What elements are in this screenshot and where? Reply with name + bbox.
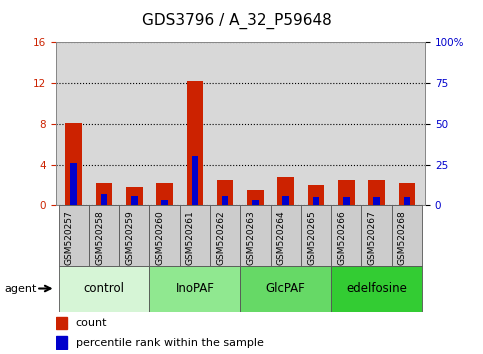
Bar [96, 183, 113, 205]
Bar [217, 180, 233, 205]
Bar [331, 266, 422, 312]
Bar [58, 266, 149, 312]
Bar [149, 205, 180, 266]
Bar [392, 205, 422, 266]
Bar [131, 195, 138, 205]
Bar [338, 180, 355, 205]
Bar [331, 205, 361, 266]
Bar [192, 156, 198, 205]
Text: GDS3796 / A_32_P59648: GDS3796 / A_32_P59648 [142, 12, 331, 29]
Bar [100, 194, 107, 205]
Text: GSM520263: GSM520263 [246, 210, 256, 265]
Bar [156, 183, 173, 205]
Bar [71, 163, 77, 205]
Text: GSM520260: GSM520260 [156, 210, 165, 265]
Text: control: control [84, 282, 125, 295]
Bar [301, 205, 331, 266]
Bar [56, 317, 68, 329]
Text: GSM520262: GSM520262 [216, 210, 225, 265]
Bar [89, 205, 119, 266]
Text: count: count [76, 318, 107, 328]
Text: GSM520258: GSM520258 [95, 210, 104, 265]
Bar [241, 205, 270, 266]
Bar [283, 195, 289, 205]
Text: GlcPAF: GlcPAF [266, 282, 306, 295]
Text: InoPAF: InoPAF [175, 282, 214, 295]
Bar [210, 205, 241, 266]
Bar [241, 266, 331, 312]
Bar [56, 336, 68, 349]
Text: GSM520267: GSM520267 [368, 210, 377, 265]
Bar [277, 177, 294, 205]
Bar [368, 180, 385, 205]
Bar [186, 81, 203, 205]
Bar [252, 200, 259, 205]
Text: GSM520268: GSM520268 [398, 210, 407, 265]
Text: GSM520266: GSM520266 [337, 210, 346, 265]
Text: GSM520261: GSM520261 [186, 210, 195, 265]
Text: GSM520259: GSM520259 [125, 210, 134, 265]
Text: GSM520265: GSM520265 [307, 210, 316, 265]
Bar [180, 205, 210, 266]
Text: percentile rank within the sample: percentile rank within the sample [76, 338, 264, 348]
Bar [119, 205, 149, 266]
Text: GSM520264: GSM520264 [277, 210, 286, 265]
Bar [308, 185, 325, 205]
Bar [247, 190, 264, 205]
Bar [403, 197, 410, 205]
Bar [398, 183, 415, 205]
Bar [161, 200, 168, 205]
Bar [343, 197, 350, 205]
Bar [373, 197, 380, 205]
Bar [149, 266, 241, 312]
Bar [58, 205, 89, 266]
Bar [270, 205, 301, 266]
Bar [65, 123, 82, 205]
Text: GSM520257: GSM520257 [65, 210, 74, 265]
Bar [222, 195, 228, 205]
Bar [313, 197, 319, 205]
Bar [361, 205, 392, 266]
Text: edelfosine: edelfosine [346, 282, 407, 295]
Text: agent: agent [5, 284, 37, 293]
Bar [126, 187, 142, 205]
